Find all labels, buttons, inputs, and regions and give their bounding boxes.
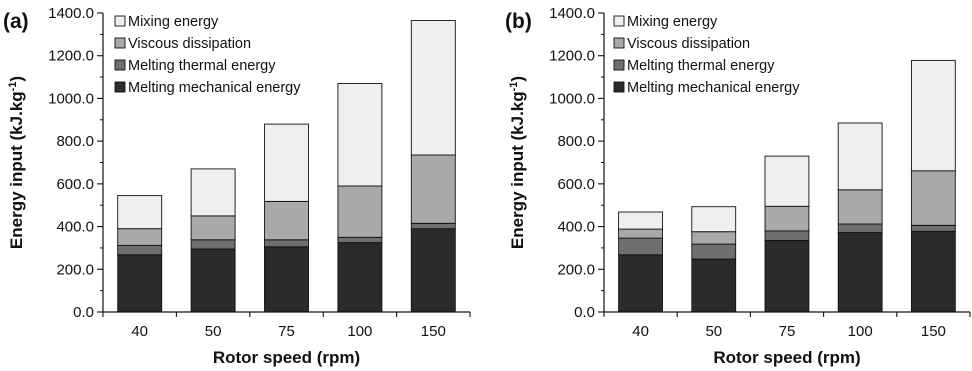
- bar-mixing-40: [117, 195, 163, 230]
- bar-melting-mechanical-150: [410, 228, 456, 313]
- chart-panel-b: 0.0 200.0 400.0 600.0 800.0 1000.0 1200.0 1400.…: [505, 5, 971, 367]
- y-tick-label: 1400.0: [48, 5, 94, 22]
- bar-melting-mechanical-75: [764, 240, 810, 313]
- bar-viscous-50: [691, 231, 737, 245]
- bar-melting-thermal-40: [117, 244, 163, 256]
- bar-melting-mechanical-100: [837, 232, 883, 313]
- y-tick-label: 0.0: [574, 304, 595, 321]
- legend: Mixing energy Viscous dissipation Melting …: [114, 14, 301, 96]
- y-tick-label: 1200.0: [48, 48, 94, 65]
- bar-mixing-100: [837, 122, 883, 191]
- legend-swatch-mixing: [114, 15, 126, 27]
- panel-label: (b): [505, 10, 532, 33]
- x-tick-label: 150: [421, 323, 446, 340]
- panel-label: (a): [3, 10, 29, 33]
- y-tick-label: 800.0: [56, 133, 94, 150]
- legend: Mixing energy Viscous dissipation Melting …: [613, 14, 800, 96]
- bar-melting-thermal-50: [691, 243, 737, 260]
- bar-mixing-150: [910, 59, 956, 172]
- legend-label: Melting mechanical energy: [128, 80, 301, 96]
- legend-label: Mixing energy: [128, 14, 219, 30]
- y-axis-title: Energy input (kJ.kg-1): [7, 76, 26, 249]
- bar-mixing-75: [264, 123, 309, 202]
- legend-swatch-viscous: [114, 37, 126, 49]
- legend-label: Melting thermal energy: [627, 58, 775, 74]
- bar-melting-mechanical-40: [618, 254, 663, 313]
- x-tick-label: 40: [632, 323, 649, 340]
- y-tick-label: 0.0: [73, 304, 94, 321]
- bar-mixing-150: [410, 20, 456, 156]
- bar-melting-thermal-50: [190, 239, 236, 250]
- bar-melting-mechanical-100: [337, 242, 383, 313]
- bar-mixing-50: [691, 206, 737, 233]
- y-tick-label: 1000.0: [48, 90, 94, 107]
- y-tick-label: 1000.0: [549, 90, 595, 107]
- bar-melting-mechanical-75: [264, 246, 309, 313]
- bar-melting-thermal-100: [337, 236, 383, 244]
- y-tick-label: 1400.0: [549, 5, 595, 22]
- legend-swatch-viscous: [613, 37, 625, 49]
- x-tick-label: 50: [205, 323, 222, 340]
- y-tick-label: 600.0: [56, 176, 94, 193]
- bar-mixing-75: [764, 155, 810, 207]
- y-tick-label: 600.0: [557, 176, 595, 193]
- x-tick-label: 100: [347, 323, 372, 340]
- bar-viscous-40: [618, 228, 663, 239]
- bar-viscous-75: [764, 205, 810, 232]
- legend-swatch-melting-thermal: [114, 59, 126, 71]
- legend-label: Viscous dissipation: [128, 36, 251, 52]
- legend-label: Mixing energy: [627, 14, 718, 30]
- legend-label: Viscous dissipation: [627, 36, 750, 52]
- x-tick-label: 75: [278, 323, 295, 340]
- x-tick-label: 50: [705, 323, 722, 340]
- bar-viscous-150: [910, 170, 956, 226]
- x-tick-label: 150: [921, 323, 946, 340]
- legend-swatch-mixing: [613, 15, 625, 27]
- bar-mixing-40: [618, 211, 663, 230]
- legend-swatch-melting-mechanical: [114, 81, 126, 93]
- bar-melting-mechanical-50: [691, 258, 737, 313]
- bar-melting-thermal-100: [837, 223, 883, 233]
- y-tick-label: 1200.0: [549, 48, 595, 65]
- x-tick-label: 100: [848, 323, 873, 340]
- legend-swatch-melting-mechanical: [613, 81, 625, 93]
- bar-melting-thermal-150: [910, 224, 956, 232]
- bar-viscous-50: [190, 215, 236, 241]
- bar-melting-mechanical-50: [190, 248, 236, 313]
- bar-melting-thermal-150: [410, 222, 456, 230]
- bar-melting-mechanical-150: [910, 230, 956, 313]
- legend-swatch-melting-thermal: [613, 59, 625, 71]
- x-axis-title: Rotor speed (rpm): [713, 348, 860, 367]
- x-tick-label: 75: [779, 323, 796, 340]
- bar-viscous-75: [264, 200, 309, 241]
- legend-label: Melting thermal energy: [128, 58, 276, 74]
- x-tick-label: 40: [131, 323, 148, 340]
- bar-melting-thermal-75: [764, 230, 810, 241]
- bar-viscous-150: [410, 154, 456, 224]
- legend-label: Melting mechanical energy: [627, 80, 800, 96]
- x-axis-title: Rotor speed (rpm): [213, 348, 360, 367]
- y-tick-label: 400.0: [56, 219, 94, 236]
- bar-melting-thermal-40: [618, 237, 663, 256]
- y-tick-label: 200.0: [557, 261, 595, 278]
- y-tick-label: 400.0: [557, 219, 595, 236]
- bar-melting-mechanical-40: [117, 254, 163, 313]
- chart-panel-a: 0.0 200.0 400.0 600.0 800.0 1000.0 1200.0 1400.…: [3, 5, 471, 367]
- bar-viscous-40: [117, 228, 163, 246]
- bar-viscous-100: [837, 189, 883, 225]
- y-axis-title: Energy input (kJ.kg-1): [508, 76, 527, 249]
- bar-melting-thermal-75: [264, 239, 309, 248]
- y-tick-label: 200.0: [56, 261, 94, 278]
- y-tick-label: 800.0: [557, 133, 595, 150]
- bar-mixing-100: [337, 83, 383, 187]
- bar-viscous-100: [337, 185, 383, 238]
- bar-mixing-50: [190, 168, 236, 217]
